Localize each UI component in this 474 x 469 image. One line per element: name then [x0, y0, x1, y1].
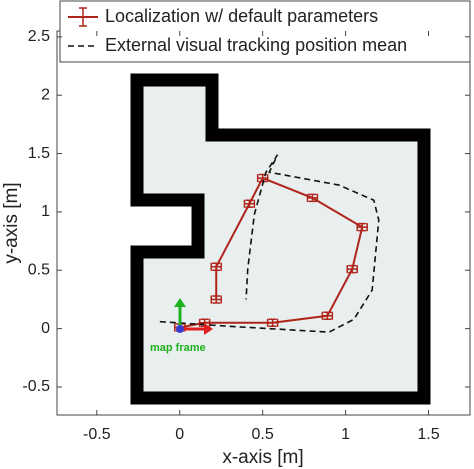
y-axis-label: y-axis [m]: [1, 182, 22, 263]
error-bar-x: [210, 295, 222, 304]
y-tick-label: 1.5: [28, 145, 50, 162]
x-tick-label: -0.5: [83, 426, 111, 443]
y-tick-label: -0.5: [22, 378, 50, 395]
frame-y-arrowhead: [174, 298, 186, 307]
frame-origin: [176, 325, 184, 333]
legend-swatch-error: [79, 7, 87, 27]
x-tick-label: 1.5: [417, 426, 439, 443]
error-bar-x: [321, 311, 334, 320]
occupancy-map: [130, 73, 431, 405]
error-bar-x: [356, 223, 368, 232]
x-tick-label: 0.5: [252, 426, 274, 443]
y-tick-label: 2.5: [28, 28, 50, 45]
error-bar-x: [198, 318, 211, 327]
y-tick-label: 1: [41, 203, 50, 220]
error-bar-x: [256, 174, 269, 183]
error-bar-x: [266, 318, 279, 327]
error-bar-x: [243, 199, 256, 208]
legend-label: External visual tracking position mean: [105, 35, 407, 55]
error-bar-x: [346, 265, 358, 274]
y-tick-label: 0: [41, 320, 50, 337]
x-axis-label: x-axis [m]: [222, 447, 303, 468]
legend-box: [59, 0, 471, 63]
legend: Localization w/ default parameters Extern…: [59, 0, 471, 63]
y-tick-label: 0.5: [28, 261, 50, 278]
annotation: map frame: [150, 342, 206, 354]
legend-label: Localization w/ default parameters: [105, 6, 378, 26]
y-tick-label: 2: [41, 86, 50, 103]
frame-x-arrowhead: [204, 323, 213, 335]
error-bar-x: [306, 193, 319, 202]
error-bar-x: [210, 262, 222, 271]
series-line: [159, 154, 380, 333]
x-tick-label: 0: [175, 426, 184, 443]
x-tick-label: 1: [341, 426, 350, 443]
